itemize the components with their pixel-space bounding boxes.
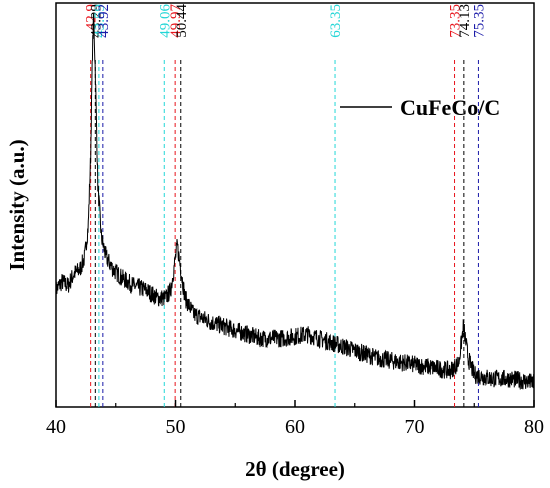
reference-label-74-13: 74.13 <box>457 4 473 38</box>
legend-label: CuFeCo/C <box>400 95 500 120</box>
series-line-cufeco-c <box>55 13 535 390</box>
reference-label-73-35: 73.35 <box>448 4 464 38</box>
reference-label-43-92: 43.92 <box>96 4 112 38</box>
reference-label-63-35: 63.35 <box>328 4 344 38</box>
x-tick-label-60: 60 <box>285 416 305 438</box>
x-axis: 40 50 60 70 80 <box>46 400 544 438</box>
reference-label-43-59: 43.59 <box>92 4 108 38</box>
x-tick-label-80: 80 <box>524 416 544 438</box>
reference-label-49-06: 49.06 <box>157 4 173 38</box>
legend: CuFeCo/C <box>340 95 500 120</box>
reference-label-49-97: 49.97 <box>168 4 184 38</box>
x-tick-label-50: 50 <box>166 416 186 438</box>
reference-label-43-29: 43.29 <box>88 4 104 38</box>
y-axis-title: Intensity (a.u.) <box>5 139 29 270</box>
x-tick-label-40: 40 <box>46 416 66 438</box>
x-tick-label-70: 70 <box>405 416 425 438</box>
plot-frame <box>55 2 535 408</box>
reference-label-50-44: 50.44 <box>174 4 190 38</box>
x-axis-title: 2θ (degree) <box>245 457 345 481</box>
reference-label-75-35: 75.35 <box>471 4 487 38</box>
reference-label-42-9: 42.9 <box>84 4 100 30</box>
